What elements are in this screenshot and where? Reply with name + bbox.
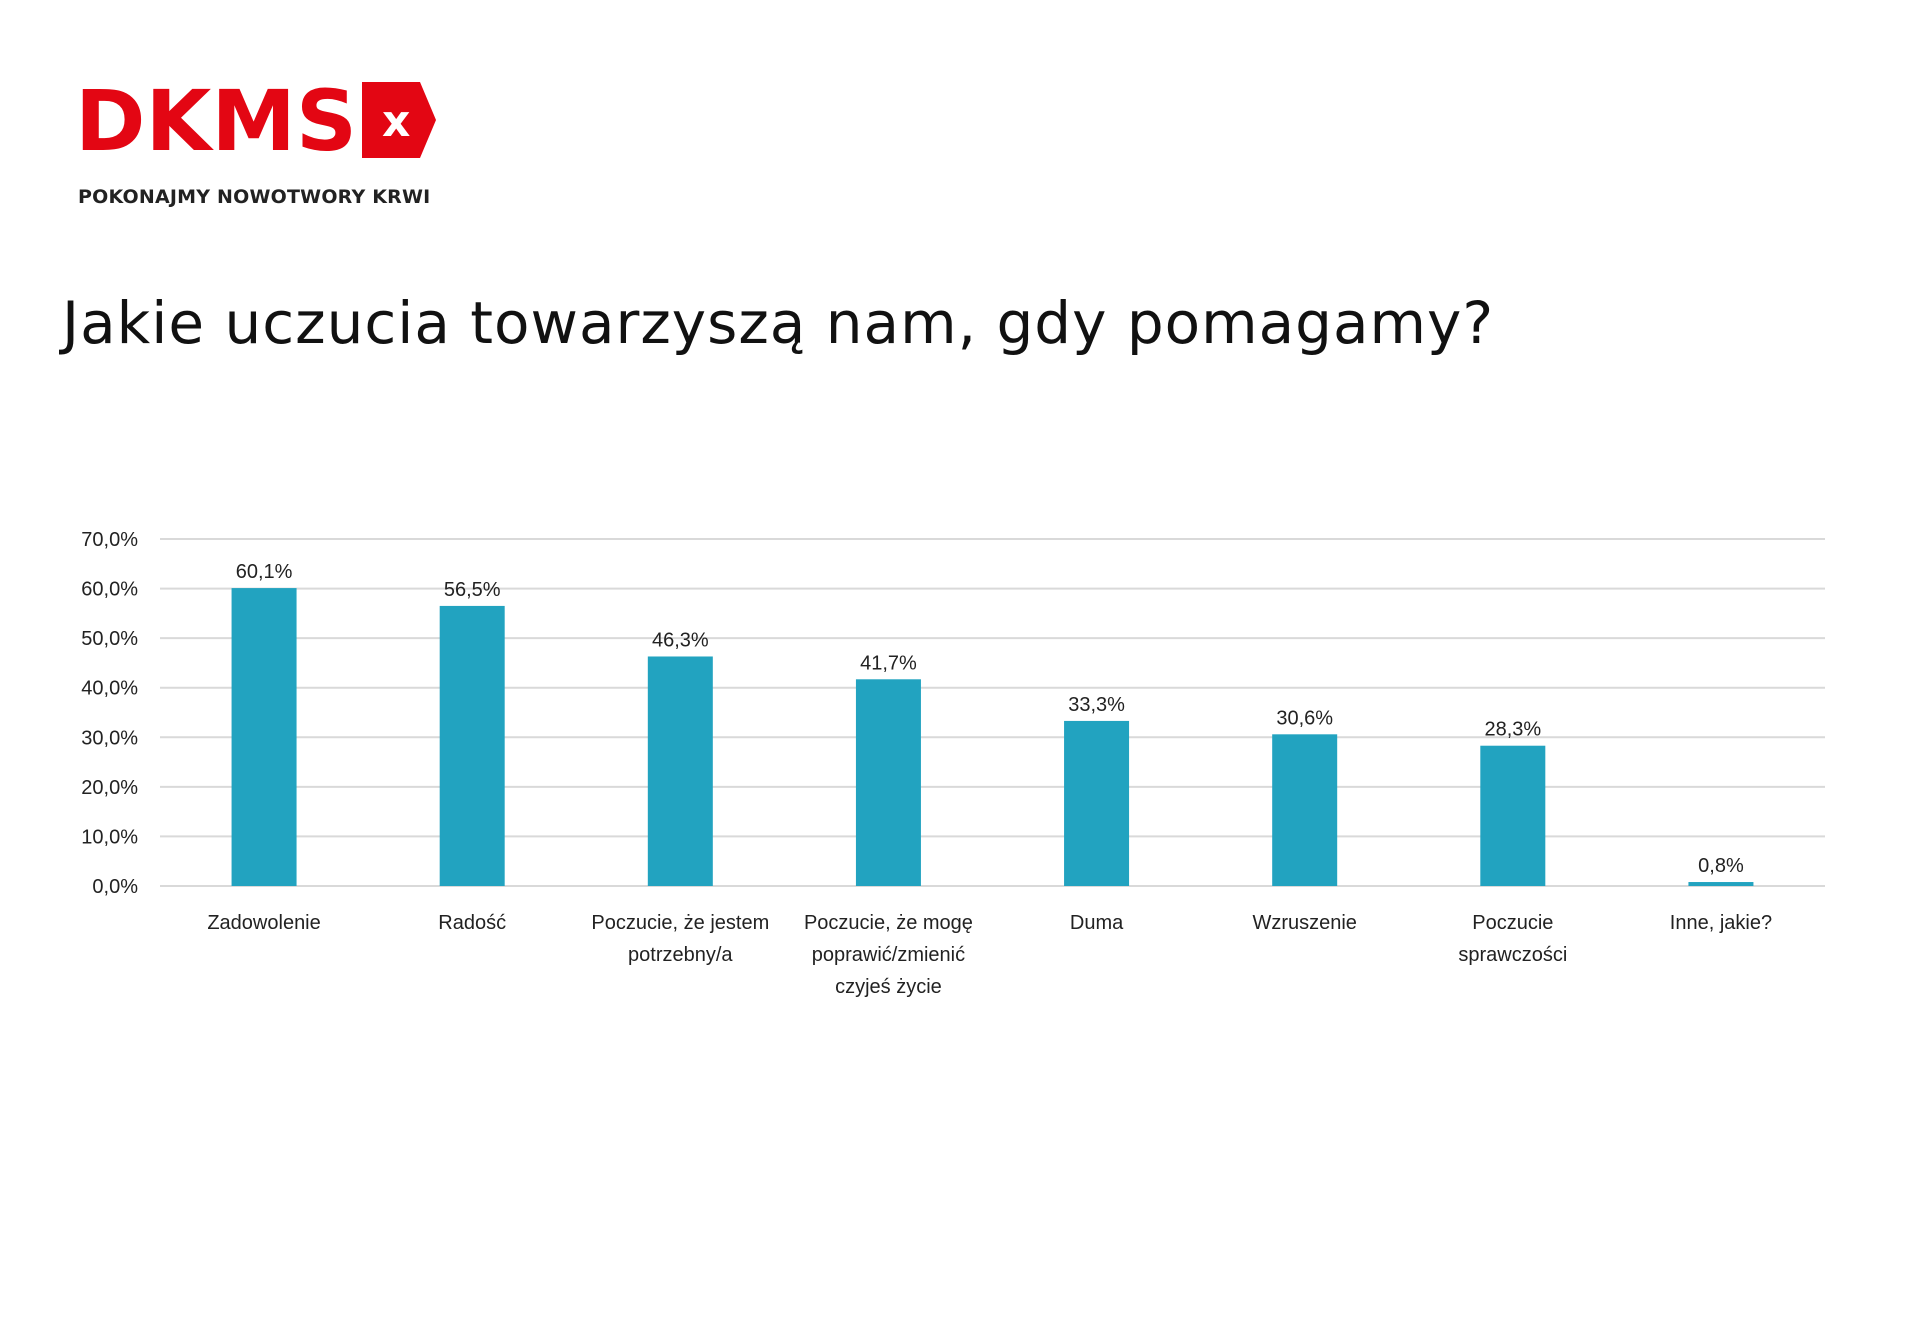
bar — [1272, 734, 1338, 886]
category-label: Wzruszenie — [1252, 912, 1356, 934]
category-label: Radość — [438, 912, 506, 934]
y-tick-label: 70,0% — [81, 529, 138, 551]
data-label: 60,1% — [236, 561, 293, 583]
data-label: 30,6% — [1276, 707, 1333, 729]
data-label: 33,3% — [1068, 694, 1125, 716]
dkms-logo: DKMS x — [78, 82, 436, 158]
y-tick-label: 0,0% — [92, 876, 138, 898]
y-tick-label: 50,0% — [81, 628, 138, 650]
y-tick-label: 30,0% — [81, 727, 138, 749]
bar — [1688, 882, 1754, 886]
bar — [1480, 745, 1546, 886]
y-tick-label: 20,0% — [81, 777, 138, 799]
data-label: 28,3% — [1484, 719, 1541, 741]
data-label: 56,5% — [444, 579, 501, 601]
category-label: Inne, jakie? — [1670, 912, 1772, 934]
data-label: 41,7% — [860, 652, 917, 674]
category-label: Poczucie, że jestem — [591, 912, 769, 934]
logo-tagline: POKONAJMY NOWOTWORY KRWI — [78, 186, 431, 208]
data-label: 0,8% — [1698, 855, 1744, 877]
bar — [855, 679, 921, 886]
bar — [1064, 720, 1130, 886]
svg-text:DKMS: DKMS — [78, 82, 357, 158]
y-tick-label: 10,0% — [81, 826, 138, 848]
y-tick-label: 60,0% — [81, 579, 138, 601]
page-title: Jakie uczucia towarzyszą nam, gdy pomaga… — [62, 289, 1495, 357]
bar — [647, 656, 713, 886]
category-label: Poczucie, że mogę — [804, 912, 973, 934]
category-label: poprawić/zmienić — [812, 944, 965, 966]
category-label: sprawczości — [1458, 944, 1567, 966]
category-label: Zadowolenie — [207, 912, 320, 934]
category-label: potrzebny/a — [628, 944, 733, 966]
category-label: Duma — [1070, 912, 1124, 934]
category-label: Poczucie — [1472, 912, 1553, 934]
svg-text:x: x — [382, 96, 410, 147]
bar — [439, 605, 505, 886]
category-label: czyjeś życie — [835, 976, 942, 998]
y-tick-label: 40,0% — [81, 678, 138, 700]
bar — [231, 588, 297, 886]
data-label: 46,3% — [652, 629, 709, 651]
